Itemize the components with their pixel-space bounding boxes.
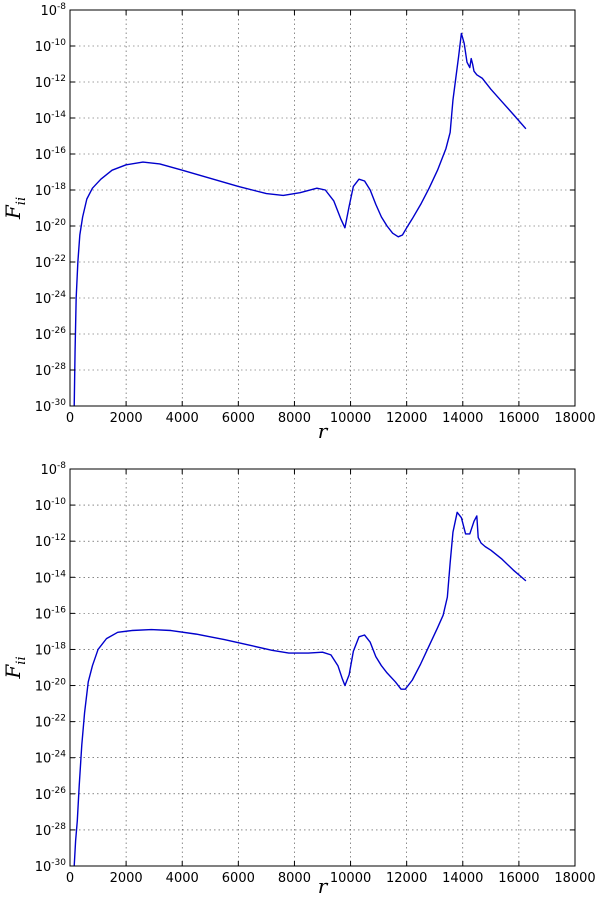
y-tick-label: 10-16 — [35, 605, 67, 622]
y-tick-label: 10-10 — [35, 38, 67, 55]
y-tick-label: 10-18 — [35, 182, 67, 199]
y-tick-label: 10-12 — [35, 533, 66, 550]
grid — [69, 9, 576, 407]
y-tick-label: 10-26 — [35, 786, 67, 803]
chart-bottom: 0 2000 4000 6000 8000 10000 12000 14000 16000 180… — [1, 461, 596, 897]
x-tick-label: 12000 — [386, 411, 427, 426]
series-line — [73, 32, 527, 407]
x-tick-label: 4000 — [166, 411, 199, 426]
x-tick-label: 12000 — [386, 871, 427, 886]
y-tick-label: 10-24 — [35, 290, 67, 307]
y-tick-label: 10-24 — [35, 750, 67, 767]
x-tick-label: 18000 — [554, 871, 595, 886]
x-tick-label: 0 — [66, 411, 74, 426]
x-tick-label: 14000 — [442, 411, 483, 426]
x-tick-label: 10000 — [330, 411, 371, 426]
x-tick-label: 10000 — [330, 871, 371, 886]
y-tick-label: 10-20 — [35, 218, 67, 235]
y-axis-label: Fii — [1, 197, 29, 220]
y-tick-label: 10-16 — [35, 146, 67, 163]
x-axis-label: r — [318, 419, 329, 443]
y-tick-label: 10-26 — [35, 326, 67, 343]
x-tick-label: 6000 — [222, 411, 255, 426]
y-tick-label: 10-20 — [35, 678, 67, 695]
x-tick-label: 4000 — [166, 871, 199, 886]
x-tick-label: 16000 — [498, 411, 539, 426]
x-tick-label: 16000 — [498, 871, 539, 886]
x-tick-label: 6000 — [222, 871, 255, 886]
x-axis-label: r — [318, 874, 329, 897]
x-tick-label: 14000 — [442, 871, 483, 886]
y-tick-label: 10-28 — [35, 822, 67, 839]
plot-frame — [69, 9, 576, 407]
x-tick-label: 8000 — [278, 411, 311, 426]
y-tick-label: 10-18 — [35, 641, 67, 658]
x-tick-label: 2000 — [110, 871, 143, 886]
y-tick-label: 10-8 — [40, 461, 66, 478]
x-tick-label: 18000 — [554, 411, 595, 426]
plot-frame — [69, 468, 576, 867]
grid — [69, 468, 576, 867]
chart-top: 0 2000 4000 6000 8000 10000 12000 14000 16000 180… — [1, 2, 596, 443]
series-line — [73, 511, 527, 867]
y-tick-label: 10-10 — [35, 497, 67, 514]
y-tick-label: 10-14 — [35, 569, 67, 586]
y-axis-label: Fii — [1, 656, 29, 679]
y-tick-label: 10-14 — [35, 110, 67, 127]
x-tick-label: 2000 — [110, 411, 143, 426]
y-tick-label: 10-30 — [35, 858, 67, 875]
y-tick-label: 10-22 — [35, 254, 66, 271]
y-tick-label: 10-12 — [35, 74, 66, 91]
y-tick-label: 10-22 — [35, 714, 66, 731]
y-tick-label: 10-28 — [35, 362, 67, 379]
x-tick-label: 0 — [66, 871, 74, 886]
x-tick-label: 8000 — [278, 871, 311, 886]
y-tick-label: 10-30 — [35, 398, 67, 415]
y-tick-label: 10-8 — [40, 2, 66, 19]
